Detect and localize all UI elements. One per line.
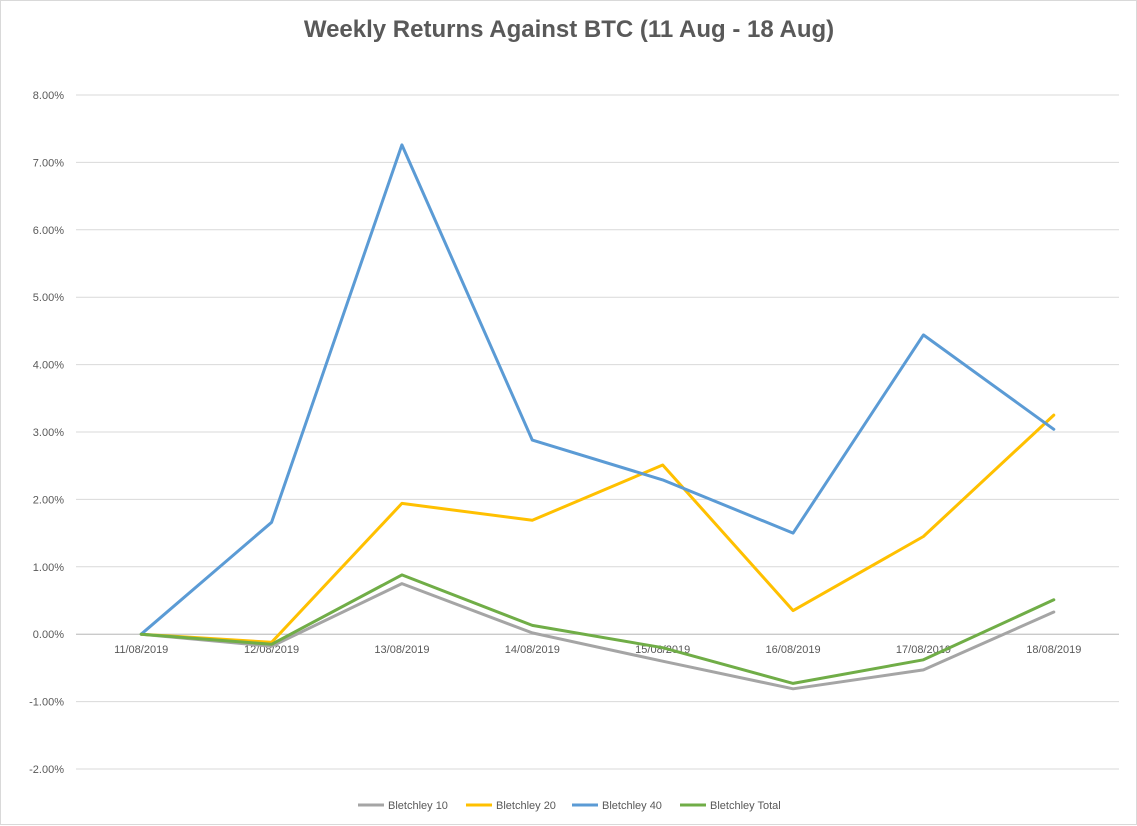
x-tick-label: 13/08/2019 bbox=[374, 644, 429, 656]
legend-label: Bletchley 10 bbox=[388, 800, 448, 812]
x-tick-label: 16/08/2019 bbox=[766, 644, 821, 656]
series-line-bletchley-total bbox=[139, 573, 1056, 685]
legend-item: Bletchley 40 bbox=[572, 800, 662, 812]
legend: Bletchley 10 Bletchley 20 Bletchley 40 Blet… bbox=[358, 800, 781, 812]
x-tick-label: 11/08/2019 bbox=[114, 644, 168, 656]
legend-item: Bletchley 10 bbox=[358, 800, 448, 812]
y-axis-ticks: 8.00% 7.00% 6.00% 5.00% 4.00% 3.00% 2.00% 1.00%… bbox=[29, 90, 64, 776]
y-tick-label: 1.00% bbox=[33, 562, 64, 574]
x-tick-label: 14/08/2019 bbox=[505, 644, 560, 656]
x-tick-label: 12/08/2019 bbox=[244, 644, 299, 656]
x-tick-label: 18/08/2019 bbox=[1026, 644, 1081, 656]
gridlines bbox=[76, 94, 1119, 770]
y-tick-label: 4.00% bbox=[33, 360, 64, 372]
legend-item: Bletchley Total bbox=[680, 800, 781, 812]
x-tick-label: 15/08/2019 bbox=[635, 644, 690, 656]
y-tick-label: 6.00% bbox=[33, 225, 64, 237]
y-tick-label: 7.00% bbox=[33, 157, 64, 169]
y-tick-label: 5.00% bbox=[33, 292, 64, 304]
series-lines bbox=[139, 143, 1056, 691]
series-line-bletchley-20 bbox=[139, 413, 1056, 644]
y-tick-label: -2.00% bbox=[29, 764, 64, 776]
y-tick-label: 0.00% bbox=[33, 629, 64, 641]
y-tick-label: 2.00% bbox=[33, 494, 64, 506]
series-line-bletchley-40 bbox=[139, 143, 1056, 636]
y-tick-label: 8.00% bbox=[33, 90, 64, 102]
legend-label: Bletchley Total bbox=[710, 800, 781, 812]
chart-title: Weekly Returns Against BTC (11 Aug - 18 … bbox=[304, 16, 834, 43]
y-tick-label: -1.00% bbox=[29, 697, 64, 709]
legend-label: Bletchley 40 bbox=[602, 800, 662, 812]
legend-item: Bletchley 20 bbox=[466, 800, 556, 812]
x-axis: 11/08/2019 12/08/2019 13/08/2019 14/08/2019… bbox=[76, 633, 1119, 656]
legend-label: Bletchley 20 bbox=[496, 800, 556, 812]
series-line-bletchley-10 bbox=[139, 582, 1056, 691]
y-tick-label: 3.00% bbox=[33, 427, 64, 439]
